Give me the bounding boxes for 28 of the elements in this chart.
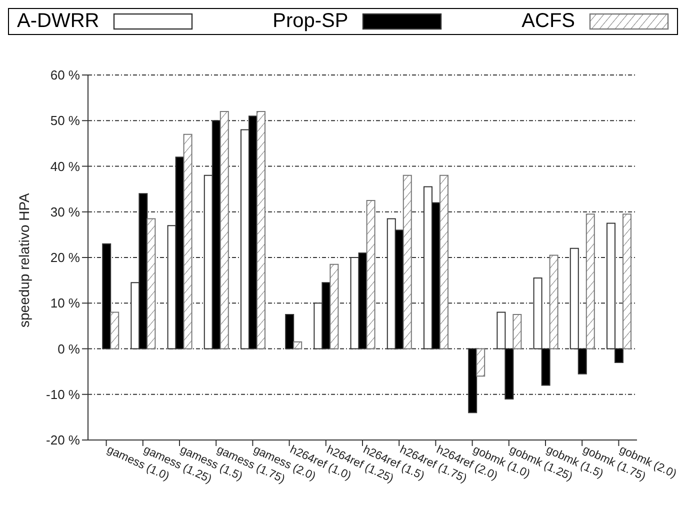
- bar: [366, 200, 376, 350]
- bar: [146, 218, 156, 350]
- bar: [183, 134, 192, 350]
- y-tick-label: -10 %: [46, 386, 80, 402]
- bar: [110, 312, 120, 350]
- bar: [402, 174, 412, 350]
- y-tick-label: 30 %: [50, 204, 80, 220]
- legend-label: ACFS: [522, 10, 575, 33]
- bar: [586, 214, 595, 350]
- bar: [476, 348, 486, 377]
- bar: [549, 254, 558, 350]
- bar: [512, 314, 522, 350]
- y-tick-label: 0 %: [58, 341, 80, 356]
- y-tick-label: 40 %: [50, 158, 80, 174]
- y-tick-label: 60 %: [50, 68, 80, 83]
- y-axis-title: speedup relativo HPA: [16, 192, 32, 328]
- bar: [330, 264, 339, 350]
- bar: [622, 214, 632, 350]
- legend-label: A-DWRR: [17, 10, 100, 33]
- y-tick-label: 10 %: [50, 296, 80, 311]
- bar: [220, 111, 229, 350]
- bar: [293, 341, 302, 350]
- bar: [439, 174, 448, 350]
- y-tick-label: 20 %: [50, 250, 80, 266]
- y-tick-label: -20 %: [46, 432, 80, 448]
- y-tick-label: 50 %: [50, 113, 80, 128]
- legend-label: Prop-SP: [272, 10, 348, 33]
- bar: [256, 111, 266, 350]
